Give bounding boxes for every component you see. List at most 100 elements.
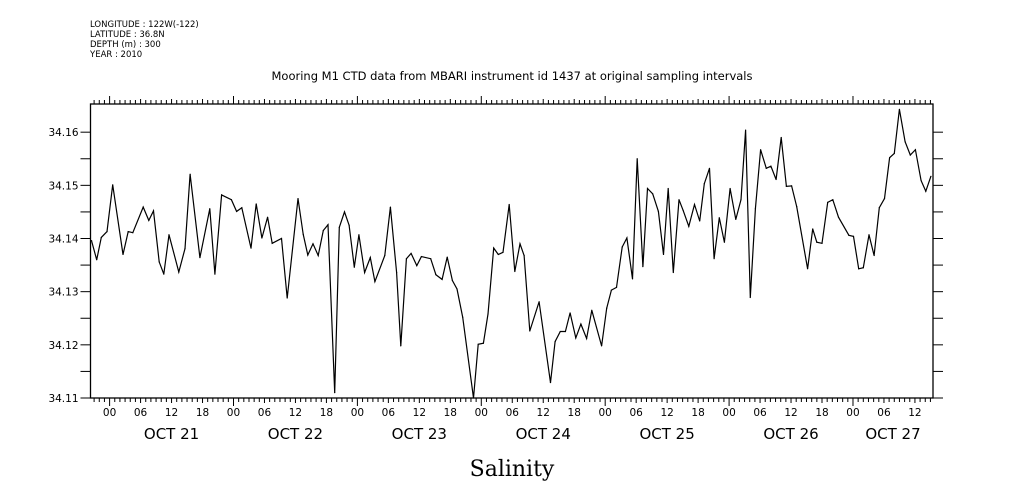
data-point [862,267,864,269]
data-point [703,183,705,185]
x-tick-label: 00 [103,407,116,419]
data-point [667,187,669,190]
data-point [615,286,618,289]
x-tick-label: 06 [877,407,891,419]
x-tick-label: 06 [753,407,767,419]
data-point [708,167,711,169]
data-point [400,345,402,347]
data-point [221,194,223,196]
data-point [790,185,793,187]
data-point [250,247,252,249]
depth-label: DEPTH (m) : 300 [90,40,161,50]
data-point [348,224,350,226]
data-point [682,209,684,211]
x-tick-label: 12 [289,407,302,419]
data-point [780,136,782,139]
data-point [322,229,324,232]
metadata-block: LONGITUDE : 122W(-122) LATITUDE : 36.8N … [90,20,199,60]
data-point [132,232,134,234]
data-point [591,309,593,311]
x-tick-label: 12 [660,407,673,419]
data-point [606,307,608,309]
salinity-line [90,109,932,399]
data-point [112,184,114,186]
data-point [693,203,696,206]
data-point [487,313,489,315]
x-tick-label: 06 [134,407,148,419]
data-point [364,271,366,274]
x-day-label: OCT 22 [268,425,323,443]
data-point [549,381,552,384]
data-point [873,254,875,257]
data-point [729,187,731,190]
data-point [827,201,829,203]
data-point [472,397,475,399]
data-point [462,316,464,318]
data-point [230,199,233,201]
x-day-label: OCT 25 [639,425,694,443]
data-point [852,235,855,237]
data-point [785,185,787,188]
data-point [271,242,273,244]
x-tick-label: 06 [382,407,396,419]
data-point [100,236,102,239]
data-point [898,108,901,110]
data-point [307,254,309,256]
data-point [456,288,458,290]
data-point [745,129,747,131]
data-point [688,225,690,227]
plot-frame [89,103,934,399]
data-point [652,193,654,195]
data-point [317,254,319,257]
data-point [90,240,93,242]
data-point [338,226,340,228]
axes: 34.11 34.12 34.13 34.14 34.15 34.16 00 06 12 18 00… [48,96,943,443]
data-point [735,218,737,220]
data-point [451,279,453,282]
latitude-label: LATITUDE : 36.8N [90,30,165,40]
x-tick-label: 06 [258,407,272,419]
data-point [343,211,346,213]
x-tick-label: 18 [691,407,704,419]
data-point [302,233,304,235]
variable-label: Salinity [470,457,555,482]
data-point [575,337,577,339]
data-point [816,241,818,243]
data-point [657,210,659,212]
y-tick-label: 34.15 [48,180,78,192]
data-point [152,210,155,212]
data-point [718,217,720,219]
data-point [920,179,922,182]
x-day-label: OCT 21 [144,425,199,443]
year-label: YEAR : 2010 [90,50,143,60]
data-point [482,342,484,344]
data-point [832,199,834,201]
x-day-label: OCT 27 [865,425,920,443]
data-point [416,265,418,267]
data-point [374,280,376,283]
data-point [626,237,628,239]
y-tick-label: 34.12 [48,340,78,352]
data-point [672,271,674,274]
x-tick-label: 12 [908,407,921,419]
data-point [96,259,98,261]
data-point [600,345,603,347]
data-point [642,266,644,268]
data-point [493,247,495,249]
data-point [477,343,479,345]
x-day-label: OCT 24 [516,425,571,443]
data-point [106,230,108,233]
data-point [286,297,288,299]
data-point [678,199,680,201]
data-point [148,219,150,222]
data-point [334,392,336,394]
x-tick-label: 18 [815,407,828,419]
data-point [759,149,762,151]
data-point [765,167,767,169]
data-point [127,230,129,233]
data-point [410,252,412,254]
data-point [178,271,180,273]
y-tick-label: 34.14 [48,234,78,246]
data-point [636,158,638,160]
data-point [740,199,742,201]
